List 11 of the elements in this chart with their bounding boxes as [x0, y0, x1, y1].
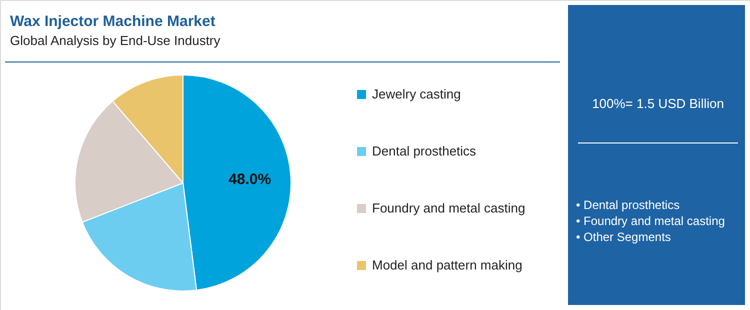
legend-label: Model and pattern making [372, 258, 522, 272]
legend-label: Foundry and metal casting [372, 200, 526, 216]
legend-label: Dental prosthetics [372, 144, 477, 158]
text: 100%= 1.5 USD Billion [592, 96, 724, 111]
text: • Foundry and metal casting [576, 214, 725, 228]
chart-title: Wax Injector Machine Market [10, 13, 216, 30]
data-label: 48.0% [228, 170, 272, 188]
chart-subtitle: Global Analysis by End-Use Industry [10, 33, 221, 48]
text: • Dental prosthetics [576, 198, 680, 212]
legend-label: Jewelry casting [372, 86, 461, 102]
text: • Other Segments [576, 230, 671, 244]
